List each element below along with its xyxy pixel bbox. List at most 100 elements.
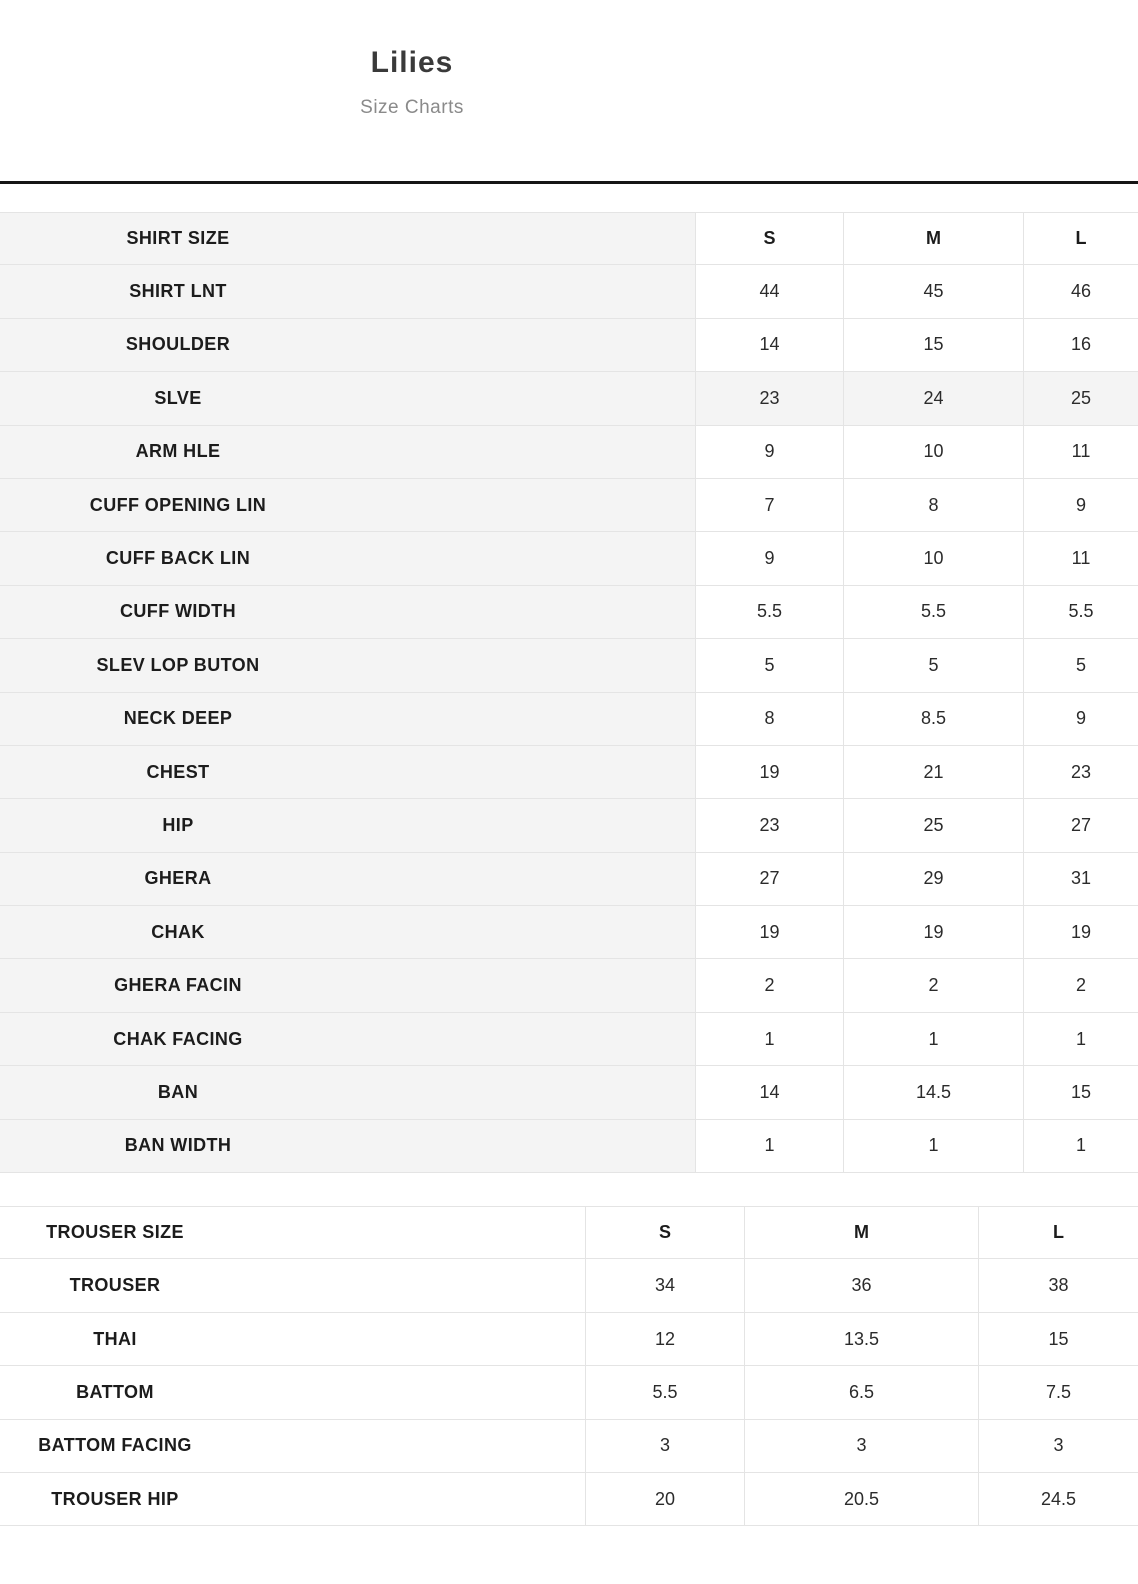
measurement-value: 44 bbox=[695, 265, 843, 318]
row-label-cell: BATTOM bbox=[0, 1366, 585, 1419]
header-divider bbox=[0, 181, 1138, 184]
table-row: CHAK 19 19 19 bbox=[0, 906, 1138, 960]
measurement-value: 19 bbox=[695, 906, 843, 959]
row-label-cell: SHOULDER bbox=[0, 318, 695, 372]
row-label-cell: CUFF WIDTH bbox=[0, 585, 695, 639]
row-label-text: HIP bbox=[162, 814, 194, 835]
row-label-cell: THAI bbox=[0, 1312, 585, 1366]
measurement-value: 2 bbox=[843, 959, 1023, 1012]
table-row: BATTOM FACING 3 3 3 bbox=[0, 1419, 1138, 1473]
table-row: CHEST 19 21 23 bbox=[0, 745, 1138, 800]
header-label-text: SHIRT SIZE bbox=[126, 228, 230, 249]
measurement-value: 7 bbox=[695, 478, 843, 532]
measurement-value: 21 bbox=[843, 745, 1023, 799]
measurement-value: 2 bbox=[1023, 959, 1138, 1012]
measurement-value: 27 bbox=[1023, 799, 1138, 852]
row-label-text: CUFF OPENING LIN bbox=[89, 494, 267, 515]
row-label-text: BATTOM FACING bbox=[38, 1435, 192, 1456]
row-label-cell: GHERA FACIN bbox=[0, 959, 695, 1012]
measurement-value: 3 bbox=[585, 1419, 744, 1472]
measurement-value: 38 bbox=[978, 1259, 1138, 1312]
row-label-cell: CHEST bbox=[0, 745, 695, 799]
row-label-text: BAN bbox=[157, 1081, 199, 1102]
row-label-text: THAI bbox=[93, 1328, 137, 1349]
measurement-value: 11 bbox=[1023, 425, 1138, 478]
table-row: CUFF WIDTH 5.5 5.5 5.5 bbox=[0, 585, 1138, 640]
table-row: SHOULDER 14 15 16 bbox=[0, 318, 1138, 373]
size-column-header: M bbox=[843, 213, 1023, 265]
size-column-header: L bbox=[1023, 213, 1138, 265]
table-row: GHERA 27 29 31 bbox=[0, 852, 1138, 907]
table-row: CUFF OPENING LIN 7 8 9 bbox=[0, 478, 1138, 533]
measurement-value: 31 bbox=[1023, 852, 1138, 906]
table-row: THAI 12 13.5 15 bbox=[0, 1312, 1138, 1367]
measurement-value: 13.5 bbox=[744, 1312, 978, 1366]
row-label-text: ARM HLE bbox=[135, 441, 221, 462]
table-row: TROUSER HIP 20 20.5 24.5 bbox=[0, 1472, 1138, 1527]
measurement-value: 29 bbox=[843, 852, 1023, 906]
row-label-cell: GHERA bbox=[0, 852, 695, 906]
measurement-value: 1 bbox=[843, 1012, 1023, 1066]
measurement-value: 19 bbox=[843, 906, 1023, 959]
measurement-value: 1 bbox=[843, 1119, 1023, 1173]
trouser-size-table: TROUSER SIZE S M L TROUSER 34 36 38 THAI 12 13.5 15… bbox=[0, 1206, 1138, 1527]
measurement-value: 15 bbox=[1023, 1066, 1138, 1119]
measurement-value: 9 bbox=[1023, 478, 1138, 532]
table-row: SHIRT LNT 44 45 46 bbox=[0, 265, 1138, 319]
row-label-cell: NECK DEEP bbox=[0, 692, 695, 745]
row-label-cell: HIP bbox=[0, 799, 695, 852]
table-row: SLVE 23 24 25 bbox=[0, 372, 1138, 426]
measurement-value: 1 bbox=[695, 1119, 843, 1173]
measurement-value: 15 bbox=[978, 1312, 1138, 1366]
measurement-value: 16 bbox=[1023, 318, 1138, 372]
measurement-value: 1 bbox=[1023, 1012, 1138, 1066]
page-subtitle: Size Charts bbox=[360, 97, 464, 118]
measurement-value: 5.5 bbox=[585, 1366, 744, 1419]
page-header: Lilies Size Charts bbox=[0, 0, 824, 119]
table-row: ARM HLE 9 10 11 bbox=[0, 425, 1138, 479]
measurement-value: 10 bbox=[843, 532, 1023, 585]
row-label-cell: CUFF OPENING LIN bbox=[0, 478, 695, 532]
table-row: BATTOM 5.5 6.5 7.5 bbox=[0, 1366, 1138, 1420]
measurement-value: 8.5 bbox=[843, 692, 1023, 745]
row-label-cell: CHAK bbox=[0, 906, 695, 959]
measurement-value: 19 bbox=[1023, 906, 1138, 959]
measurement-value: 9 bbox=[695, 532, 843, 585]
row-label-text: SHOULDER bbox=[125, 334, 231, 355]
table-row: CHAK FACING 1 1 1 bbox=[0, 1012, 1138, 1067]
row-label-cell: TROUSER HIP bbox=[0, 1472, 585, 1526]
measurement-value: 20 bbox=[585, 1472, 744, 1526]
row-label-text: TROUSER HIP bbox=[51, 1488, 179, 1509]
row-label-cell: SLEV LOP BUTON bbox=[0, 639, 695, 692]
measurement-value: 5 bbox=[695, 639, 843, 692]
size-column-header: M bbox=[744, 1207, 978, 1259]
measurement-value: 24.5 bbox=[978, 1472, 1138, 1526]
measurement-value: 15 bbox=[843, 318, 1023, 372]
shirt-size-table: SHIRT SIZE S M L SHIRT LNT 44 45 46 SHOULDER 14 15… bbox=[0, 212, 1138, 1174]
size-column-header: L bbox=[978, 1207, 1138, 1259]
size-column-header: S bbox=[585, 1207, 744, 1259]
measurement-value: 12 bbox=[585, 1312, 744, 1366]
measurement-value: 11 bbox=[1023, 532, 1138, 585]
table-row: GHERA FACIN 2 2 2 bbox=[0, 959, 1138, 1013]
measurement-value: 25 bbox=[1023, 372, 1138, 425]
measurement-value: 1 bbox=[695, 1012, 843, 1066]
measurement-value: 19 bbox=[695, 745, 843, 799]
row-label-cell: CUFF BACK LIN bbox=[0, 532, 695, 585]
measurement-value: 1 bbox=[1023, 1119, 1138, 1173]
row-label-cell: TROUSER bbox=[0, 1259, 585, 1312]
table-row: CUFF BACK LIN 9 10 11 bbox=[0, 532, 1138, 586]
measurement-value: 10 bbox=[843, 425, 1023, 478]
size-column-header: S bbox=[695, 213, 843, 265]
table-row: TROUSER 34 36 38 bbox=[0, 1259, 1138, 1313]
row-label-text: BAN WIDTH bbox=[124, 1135, 232, 1156]
row-label-text: SHIRT LNT bbox=[129, 281, 227, 302]
row-label-text: CHAK FACING bbox=[113, 1028, 243, 1049]
measurement-value: 14 bbox=[695, 318, 843, 372]
measurement-value: 24 bbox=[843, 372, 1023, 425]
measurement-value: 36 bbox=[744, 1259, 978, 1312]
row-label-text: SLVE bbox=[154, 387, 202, 408]
row-label-cell: BAN bbox=[0, 1066, 695, 1119]
page-title: Lilies bbox=[370, 46, 454, 79]
measurement-value: 34 bbox=[585, 1259, 744, 1312]
